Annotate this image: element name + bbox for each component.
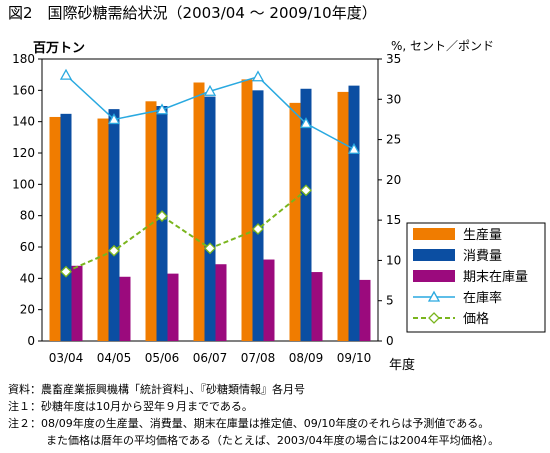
note-source: 資料：農畜産業振興機構「統計資料」、『砂糖類情報』各月号 <box>8 383 305 396</box>
diamond-marker <box>108 244 120 257</box>
right-axis-label: %, セント／ポンド <box>391 39 495 53</box>
left-tick-label: 120 <box>12 146 35 160</box>
x-tick-label: 06/07 <box>193 351 228 365</box>
left-tick-label: 60 <box>20 240 35 254</box>
right-tick-label: 0 <box>386 334 394 348</box>
triangle-marker <box>107 113 121 125</box>
x-tick-label: 03/04 <box>49 351 84 365</box>
triangle-marker <box>203 84 217 96</box>
left-tick-label: 40 <box>20 271 35 285</box>
left-tick-label: 180 <box>12 52 35 66</box>
triangle-marker <box>155 103 169 115</box>
bar <box>300 88 312 342</box>
bar <box>71 265 83 341</box>
triangle-marker <box>299 117 313 129</box>
x-tick-label: 09/10 <box>337 351 372 365</box>
right-tick-label: 20 <box>386 173 401 187</box>
chart-title: 図2 国際砂糖需給状況（2003/04 ～ 2009/10年度） <box>8 4 377 22</box>
x-tick-label: 05/06 <box>145 351 180 365</box>
bar <box>289 102 301 341</box>
legend-swatch <box>413 249 455 261</box>
right-tick-label: 25 <box>386 133 401 147</box>
bar <box>311 272 323 341</box>
legend-label: 価格 <box>463 311 489 327</box>
x-axis-label: 年度 <box>389 358 416 373</box>
legend-swatch <box>413 270 455 282</box>
source-notes: 資料：農畜産業振興機構「統計資料」、『砂糖類情報』各月号 注１：砂糖年度は10月… <box>8 381 499 449</box>
series-line <box>65 189 307 273</box>
bar <box>359 279 371 341</box>
diamond-marker <box>252 223 264 235</box>
note-1: 注１：砂糖年度は10月から翌年９月までである。 <box>8 400 253 413</box>
bar <box>263 259 275 341</box>
legend-label: 期末在庫量 <box>463 270 528 285</box>
right-tick-label: 10 <box>386 253 401 267</box>
bar <box>167 273 179 341</box>
bar <box>108 109 120 341</box>
legend-swatch <box>413 228 455 240</box>
left-tick-label: 100 <box>12 177 35 191</box>
right-tick-label: 5 <box>386 294 394 308</box>
left-tick-label: 80 <box>20 209 35 223</box>
diamond-marker <box>204 242 216 255</box>
x-tick-label: 07/08 <box>241 351 276 365</box>
triangle-marker <box>59 68 73 80</box>
triangle-marker <box>347 142 361 154</box>
note-2-continued: また価格は暦年の平均価格である（たとえば、2003/04年度の場合には2004年… <box>46 434 500 447</box>
bar <box>60 113 72 341</box>
right-tick-label: 15 <box>386 213 401 227</box>
bar <box>49 116 61 341</box>
left-tick-label: 160 <box>12 83 35 97</box>
legend-triangle-marker <box>427 290 441 302</box>
legend-diamond-marker <box>428 312 440 324</box>
legend-label: 消費量 <box>463 249 502 264</box>
bar <box>215 264 227 341</box>
bar <box>156 106 168 341</box>
left-tick-label: 140 <box>12 115 35 129</box>
bar <box>252 90 264 341</box>
note-2: 注２：08/09年度の生産量、消費量、期末在庫量は推定値、09/10年度のそれら… <box>8 417 490 430</box>
bar <box>97 118 109 342</box>
right-tick-label: 30 <box>386 92 401 106</box>
legend-label: 生産量 <box>463 227 502 243</box>
left-tick-label: 20 <box>20 303 35 317</box>
triangle-marker <box>251 70 265 82</box>
left-tick-label: 0 <box>27 334 35 348</box>
diamond-marker <box>300 184 312 197</box>
diamond-marker <box>156 210 168 223</box>
bar <box>241 79 253 341</box>
bar <box>204 96 216 341</box>
bar <box>337 91 349 342</box>
x-tick-label: 08/09 <box>289 351 324 365</box>
right-tick-label: 35 <box>386 52 401 66</box>
left-axis-label: 百万トン <box>33 41 86 56</box>
bar <box>145 101 157 341</box>
bar <box>348 85 360 341</box>
bar <box>193 82 205 341</box>
x-tick-label: 04/05 <box>97 351 132 365</box>
diamond-marker <box>60 265 72 278</box>
legend-label: 在庫率 <box>463 290 502 306</box>
bar <box>119 276 131 341</box>
